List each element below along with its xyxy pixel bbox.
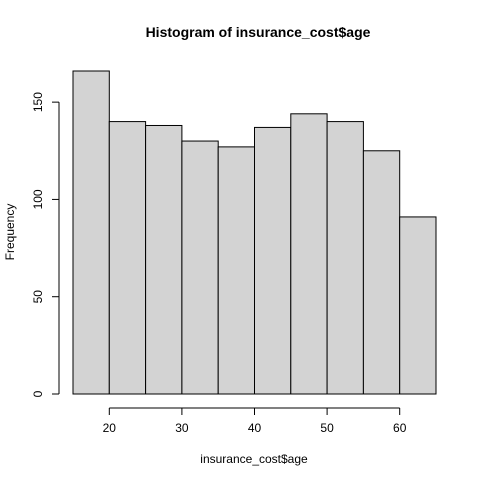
- y-tick-label-100: 100: [31, 189, 45, 209]
- histogram-bar-30-35: [182, 141, 218, 394]
- y-axis-label: Frequency: [3, 204, 17, 261]
- bars-group: [73, 71, 436, 394]
- x-axis-label: insurance_cost$age: [200, 452, 308, 466]
- histogram-bar-40-45: [255, 127, 291, 394]
- y-tick-label-150: 150: [31, 92, 45, 112]
- x-tick-label-30: 30: [175, 421, 189, 435]
- x-tick-label-40: 40: [248, 421, 262, 435]
- x-axis: 20 30 40 50 60: [103, 408, 407, 435]
- y-tick-label-50: 50: [31, 290, 45, 304]
- y-tick-label-0: 0: [31, 390, 45, 397]
- histogram-bar-55-60: [363, 151, 399, 394]
- histogram-bar-45-50: [291, 114, 327, 394]
- x-tick-label-20: 20: [103, 421, 117, 435]
- histogram-bar-25-30: [146, 125, 182, 394]
- y-axis: 0 50 100 150: [31, 92, 59, 398]
- histogram-bar-35-40: [218, 147, 254, 394]
- histogram-bar-20-25: [109, 122, 145, 394]
- x-tick-label-50: 50: [320, 421, 334, 435]
- chart-title: Histogram of insurance_cost$age: [146, 24, 371, 40]
- histogram-bar-50-55: [327, 122, 363, 394]
- histogram-bar-15-20: [73, 71, 109, 394]
- x-tick-label-60: 60: [393, 421, 407, 435]
- histogram-bar-60-65: [400, 217, 436, 394]
